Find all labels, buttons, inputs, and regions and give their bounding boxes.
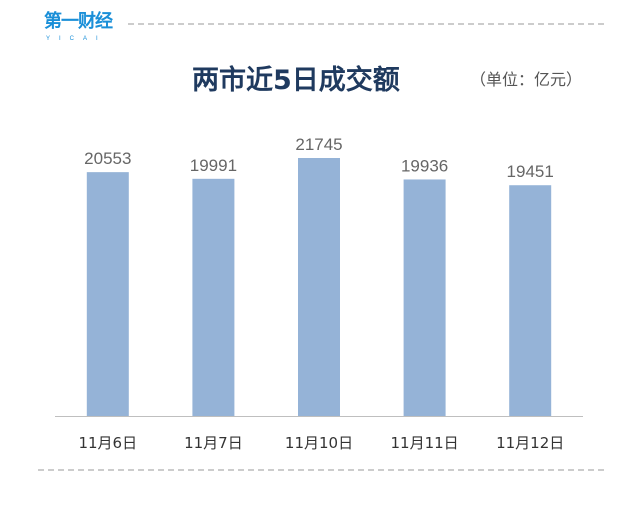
x-tick-label: 11月12日 [496, 434, 564, 452]
bar [192, 178, 235, 416]
divider-bottom [38, 469, 604, 471]
chart-title: 两市近5日成交额 [192, 65, 400, 96]
bar [298, 158, 340, 416]
divider-top [128, 23, 604, 25]
data-label: 19991 [190, 156, 237, 175]
x-tick-label: 11月7日 [184, 434, 243, 452]
yicai-logo: 第一财经 [44, 11, 113, 31]
bar [403, 179, 446, 416]
bar [509, 185, 552, 416]
x-tick-label: 11月6日 [78, 434, 137, 452]
data-label: 19451 [507, 162, 554, 181]
bar [86, 172, 129, 416]
x-tick-label: 11月10日 [285, 434, 353, 452]
x-tick-label: 11月11日 [391, 434, 459, 452]
yicai-logo-sub: YICAI [46, 36, 107, 42]
unit-label: （单位：亿元） [470, 70, 583, 89]
data-label: 21745 [295, 135, 342, 154]
data-label: 20553 [84, 149, 131, 168]
data-label: 19936 [401, 156, 448, 175]
